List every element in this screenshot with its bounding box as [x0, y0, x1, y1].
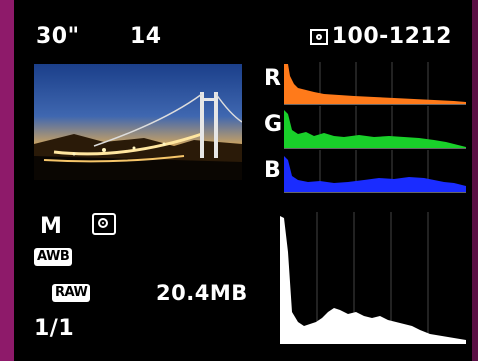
file-size: 20.4MB	[156, 281, 248, 305]
playback-position: 1/1	[34, 316, 75, 341]
histogram-red	[284, 62, 466, 105]
image-thumbnail[interactable]	[34, 64, 242, 180]
screen-bezel-right	[472, 0, 478, 361]
histogram-r-label: R	[264, 66, 282, 91]
histogram-g-label: G	[264, 112, 283, 137]
white-balance-badge: AWB	[34, 248, 73, 266]
shooting-mode: M	[40, 214, 63, 239]
thumbnail-image	[34, 64, 242, 180]
screen-bezel-left	[0, 0, 14, 361]
image-quality-badge: RAW	[52, 284, 91, 302]
folder-file-icon	[309, 28, 328, 45]
aperture-value: 14	[130, 24, 162, 49]
histogram-b-label: B	[264, 158, 282, 183]
file-number-value: 100-1212	[331, 24, 452, 49]
histogram-green	[284, 106, 466, 149]
histogram-luminance	[280, 212, 466, 344]
evaluative-metering-icon	[92, 213, 116, 235]
file-number: 100-1212	[309, 24, 452, 49]
playback-screen: 30" 14 100-1212	[14, 0, 472, 361]
shutter-speed: 30"	[36, 24, 80, 49]
histogram-blue	[284, 150, 466, 193]
